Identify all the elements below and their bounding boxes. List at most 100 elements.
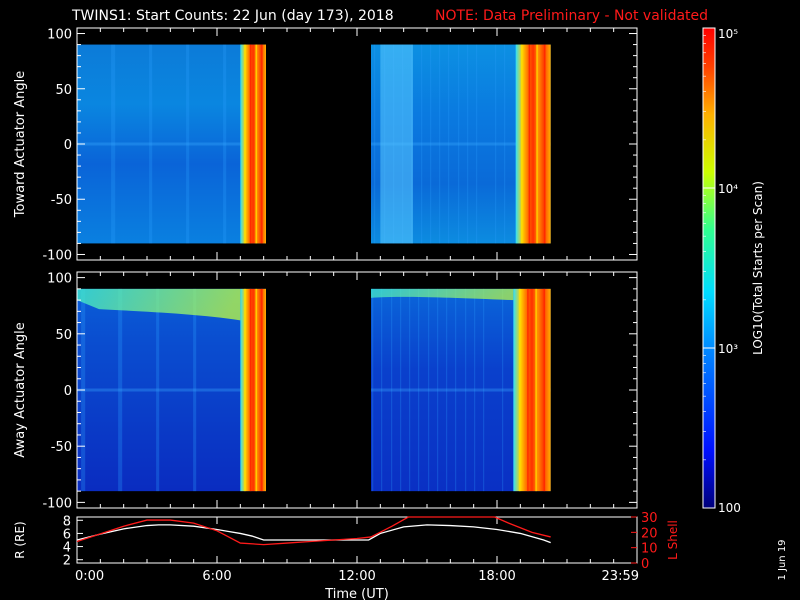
y-tick-label: -100 [42, 248, 72, 263]
colorbar-label: LOG10(Total Starts per Scan) [751, 181, 765, 355]
scan-streak [448, 44, 450, 244]
hot-streak [535, 288, 537, 492]
panel-orbit-y2label: L Shell [666, 520, 680, 560]
scan-streak [476, 44, 478, 244]
hot-streak [536, 44, 538, 244]
y2-tick-label: 30 [641, 511, 658, 526]
hot-streak [520, 44, 523, 244]
colorbar-tick-label: 10³ [718, 342, 738, 356]
scan-streak [225, 44, 227, 244]
scan-streak [421, 44, 423, 244]
scan-streak [157, 288, 159, 492]
scan-streak [151, 44, 153, 244]
scan-streak [502, 288, 504, 492]
scan-streak [156, 288, 158, 492]
scan-streak [193, 288, 195, 492]
hot-streak [528, 44, 531, 244]
colorbar-tick-label: 10⁵ [718, 27, 738, 41]
panel-toward: -100 -50 0 50 100 Toward Actuator Angle [13, 27, 638, 263]
y-tick-label: -50 [51, 193, 72, 208]
hot-streak [527, 288, 529, 492]
hot-streak [255, 288, 257, 492]
scan-streak [119, 288, 121, 492]
panel-away-ylabel: Away Actuator Angle [13, 322, 28, 457]
hot-streak [255, 44, 257, 244]
y-tick-label: 100 [47, 272, 72, 287]
scan-streak [113, 44, 115, 244]
y-tick-label: 50 [55, 83, 72, 98]
scan-streak [428, 288, 430, 492]
scan-streak [430, 44, 432, 244]
scan-streak [465, 288, 467, 492]
y2-tick-label: 0 [641, 557, 649, 572]
scan-streak [474, 288, 476, 492]
y2-tick-label: 10 [641, 542, 658, 557]
scan-streak [455, 288, 457, 492]
scan-streak [495, 44, 497, 244]
chart-title: TWINS1: Start Counts: 22 Jun (day 173), … [71, 8, 394, 24]
y-tick-label: 100 [47, 28, 72, 43]
panel-orbit-ylabel: R (RE) [13, 521, 27, 558]
scan-streak [120, 288, 122, 492]
trapped-flux-band [77, 288, 241, 321]
colorbar: 100 10³ 10⁴ 10⁵ LOG10(Total Starts per Scan… [702, 27, 765, 515]
y-tick-label: 0 [64, 138, 72, 153]
panel-toward-ylabel: Toward Actuator Angle [13, 71, 28, 218]
data-block [77, 44, 266, 244]
scan-streak [118, 288, 120, 492]
y-tick-label: 6 [63, 527, 71, 542]
scan-streak [121, 288, 123, 492]
trapped-flux-band [371, 288, 514, 301]
scan-streak [437, 288, 439, 492]
scan-streak [188, 44, 190, 244]
scan-streak [149, 44, 151, 244]
scan-streak [467, 44, 469, 244]
radius-line [76, 524, 551, 544]
hot-streak [249, 288, 252, 492]
x-tick-label: 6:00 [202, 569, 231, 584]
scan-streak [194, 288, 196, 492]
hot-streak [244, 288, 246, 492]
scan-streak [400, 288, 402, 492]
scan-streak [458, 44, 460, 244]
scan-streak [111, 44, 113, 244]
scan-streak [374, 44, 376, 244]
y-tick-label: 50 [55, 328, 72, 343]
panel-toward-data [77, 44, 551, 244]
scan-streak [504, 44, 506, 244]
hot-streak [518, 288, 521, 492]
y-tick-label: 4 [63, 541, 71, 556]
y-tick-label: -100 [42, 496, 72, 511]
x-tick-label: 23:59 [602, 569, 639, 584]
scan-streak [187, 44, 189, 244]
scan-streak [381, 288, 383, 492]
data-block [77, 288, 266, 492]
y-tick-label: -50 [51, 440, 72, 455]
x-tick-label: 12:00 [338, 569, 375, 584]
date-stamp: 1 Jun 19 [777, 539, 788, 580]
lshell-line [76, 516, 551, 546]
scan-streak [391, 288, 393, 492]
scan-streak [372, 288, 374, 492]
y2-tick-label: 20 [641, 526, 658, 541]
scan-streak [418, 288, 420, 492]
scan-streak [409, 288, 411, 492]
scan-streak [446, 288, 448, 492]
data-note: NOTE: Data Preliminary - Not validated [435, 8, 708, 24]
hot-streak [244, 44, 246, 244]
high-count-band [380, 44, 413, 244]
colorbar-tick-label: 10⁴ [718, 182, 738, 196]
panel-away-data [77, 288, 551, 492]
scan-streak [186, 44, 188, 244]
scan-streak [150, 44, 152, 244]
scan-streak [439, 44, 441, 244]
y-tick-label: 2 [63, 554, 71, 569]
x-axis-label: Time (UT) [324, 587, 389, 600]
x-tick-label: 18:00 [478, 569, 515, 584]
colorbar-tick-label: 100 [718, 501, 741, 515]
scan-streak [224, 44, 226, 244]
y-tick-label: 8 [63, 514, 71, 529]
hot-streak [543, 288, 546, 492]
